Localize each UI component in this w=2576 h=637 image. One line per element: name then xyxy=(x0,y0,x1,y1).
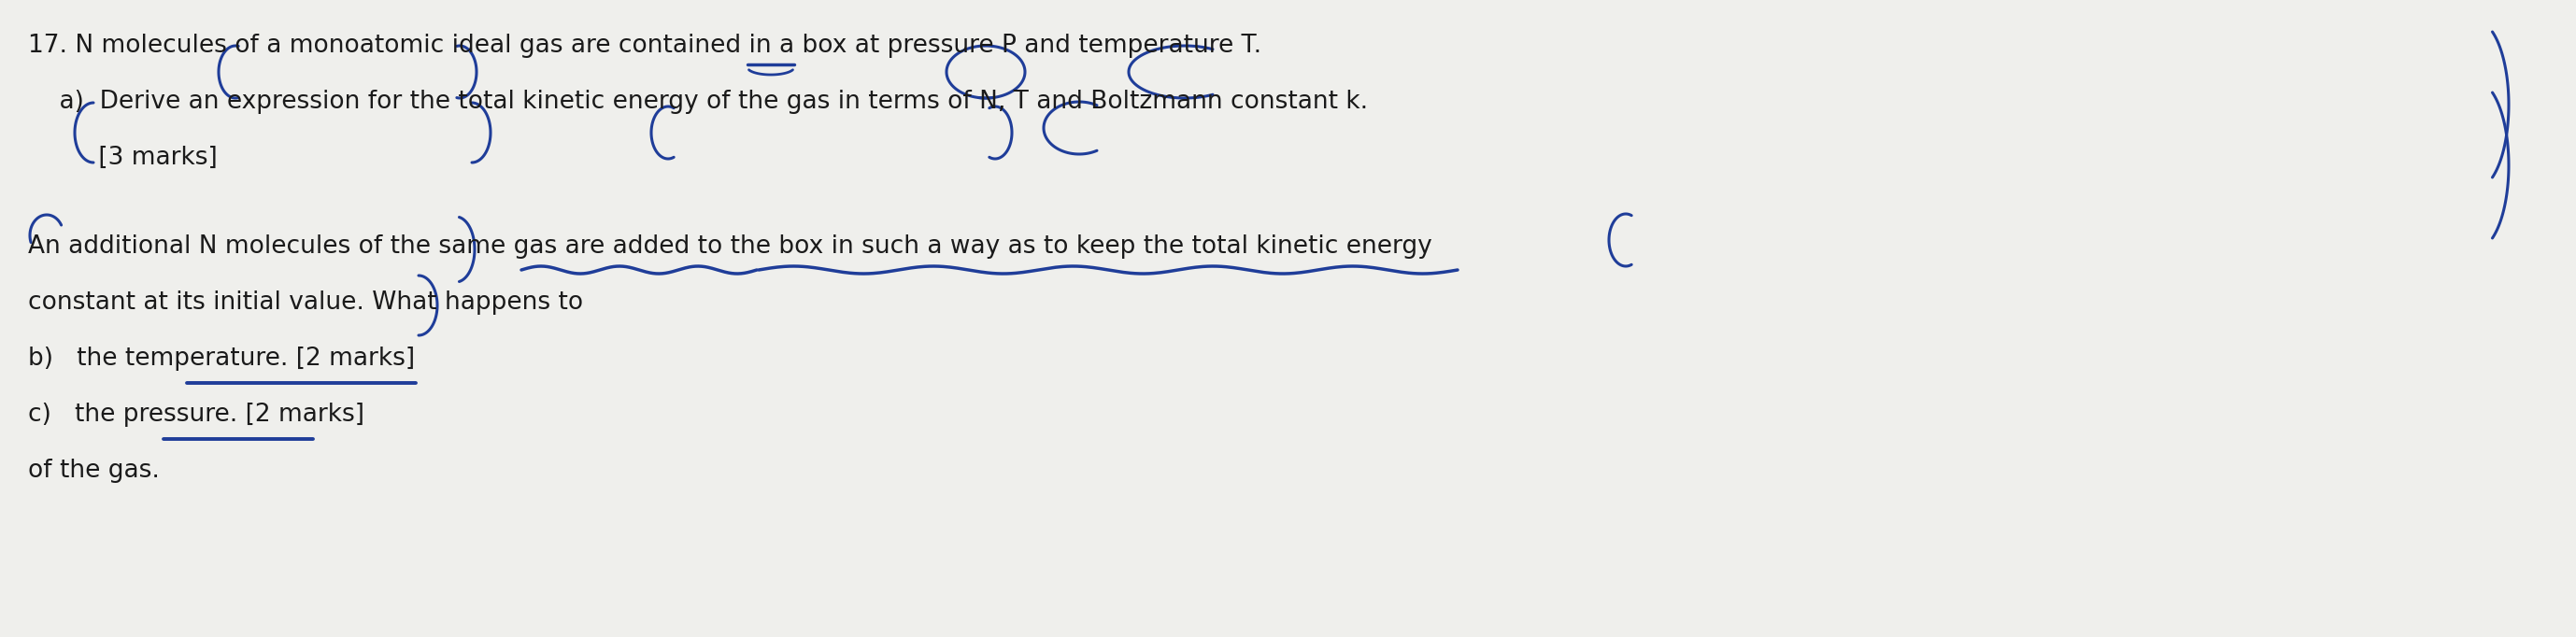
Text: 17. N molecules of a monoatomic ideal gas are contained in a box at pressure P a: 17. N molecules of a monoatomic ideal ga… xyxy=(28,34,1262,58)
Text: [3 marks]: [3 marks] xyxy=(28,146,216,170)
Text: c)   the pressure. [2 marks]: c) the pressure. [2 marks] xyxy=(28,403,363,427)
Text: An additional N molecules of the same gas are added to the box in such a way as : An additional N molecules of the same ga… xyxy=(28,234,1432,259)
Text: a)  Derive an expression for the total kinetic energy of the gas in terms of N, : a) Derive an expression for the total ki… xyxy=(28,90,1368,114)
Text: b)   the temperature. [2 marks]: b) the temperature. [2 marks] xyxy=(28,347,415,371)
Text: constant at its initial value. What happens to: constant at its initial value. What happ… xyxy=(28,290,582,315)
Text: of the gas.: of the gas. xyxy=(28,459,160,483)
